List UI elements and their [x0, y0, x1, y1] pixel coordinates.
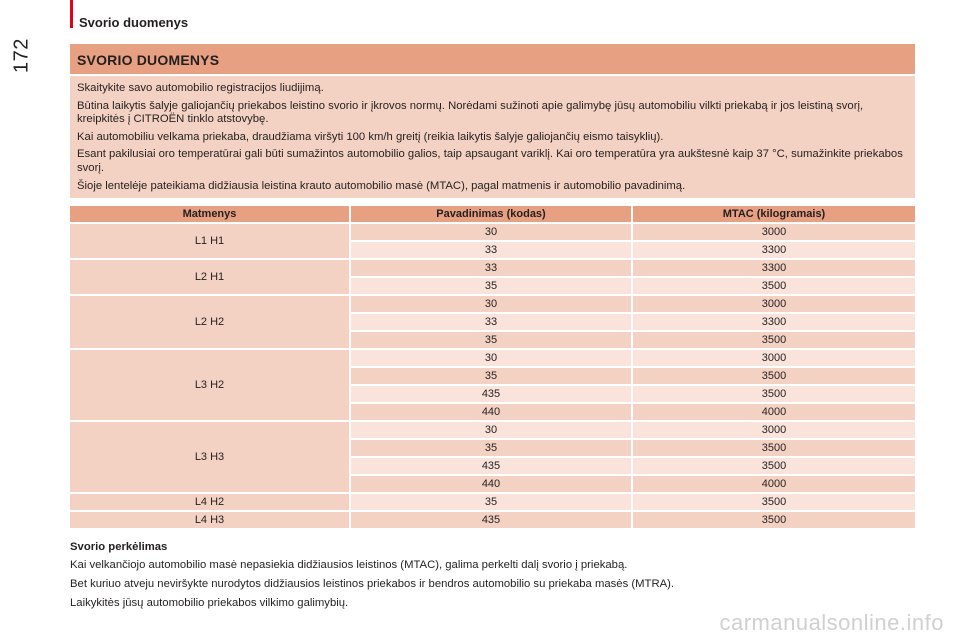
cell-mtac: 3500	[633, 332, 915, 348]
transfer-title: Svorio perkėlimas	[70, 541, 168, 553]
table-row: L2 H1 33 3300	[70, 260, 915, 294]
table-row: 33 3300	[70, 242, 915, 258]
cell-code: 33	[351, 314, 633, 330]
cell-mtac: 3000	[633, 296, 915, 312]
table-row: 35 3500	[70, 368, 915, 384]
cell-code: 35	[351, 368, 633, 384]
cell-code: 33	[351, 260, 633, 276]
cell-mtac: 3500	[633, 512, 915, 528]
header-code: Pavadinimas (kodas)	[351, 206, 633, 222]
intro-paragraph: Šioje lentelėje pateikiama didžiausia le…	[77, 179, 686, 192]
table-row: 435 3500	[70, 458, 915, 474]
cell-dimensions: L2 H1	[70, 260, 351, 294]
cell-code: 440	[351, 476, 633, 492]
cell-code: 435	[351, 458, 633, 474]
table-row: L3 H3 30 3000	[70, 422, 915, 492]
cell-code: 35	[351, 278, 633, 294]
table-row: 35 3500	[70, 440, 915, 456]
table-row: L4 H3 435 3500	[70, 512, 915, 528]
cell-dimensions: L4 H2	[70, 494, 351, 510]
cell-code: 435	[351, 512, 633, 528]
cell-dimensions: L2 H2	[70, 296, 351, 348]
intro-box: Skaitykite savo automobilio registracijo…	[70, 76, 915, 198]
cell-mtac: 3500	[633, 494, 915, 510]
cell-code: 30	[351, 350, 633, 366]
cell-dimensions: L4 H3	[70, 512, 351, 528]
header-mtac: MTAC (kilogramais)	[633, 206, 915, 222]
cell-dimensions: L3 H2	[70, 350, 351, 420]
transfer-paragraph: Kai velkančiojo automobilio masė nepasie…	[70, 559, 628, 571]
table-row: 33 3300	[70, 314, 915, 330]
chapter-marker	[70, 0, 73, 28]
table-row: 35 3500	[70, 332, 915, 348]
cell-mtac: 3500	[633, 440, 915, 456]
cell-code: 35	[351, 440, 633, 456]
cell-code: 30	[351, 224, 633, 240]
cell-code: 440	[351, 404, 633, 420]
cell-mtac: 3000	[633, 350, 915, 366]
cell-mtac: 3500	[633, 368, 915, 384]
cell-code: 33	[351, 242, 633, 258]
cell-code: 30	[351, 296, 633, 312]
cell-code: 435	[351, 386, 633, 402]
table-row: L2 H2 30 3000	[70, 296, 915, 348]
cell-mtac: 3300	[633, 260, 915, 276]
cell-mtac: 3300	[633, 314, 915, 330]
watermark: carmanualsonline.info	[719, 610, 944, 635]
table-row: 35 3500	[70, 278, 915, 294]
table-row: L4 H2 35 3500	[70, 494, 915, 510]
intro-paragraph: Skaitykite savo automobilio registracijo…	[77, 82, 324, 94]
cell-dimensions: L1 H1	[70, 224, 351, 258]
table-row: 440 4000	[70, 404, 915, 420]
cell-mtac: 3000	[633, 422, 915, 438]
cell-mtac: 3300	[633, 242, 915, 258]
cell-mtac: 4000	[633, 476, 915, 492]
weight-table: Matmenys Pavadinimas (kodas) MTAC (kilog…	[70, 204, 915, 530]
intro-paragraph: Kai automobiliu velkama priekaba, draudž…	[77, 130, 664, 143]
section-title: SVORIO DUOMENYS	[70, 44, 915, 74]
cell-mtac: 3500	[633, 458, 915, 474]
table-row: L3 H2 30 3000	[70, 350, 915, 420]
table-header-row: Matmenys Pavadinimas (kodas) MTAC (kilog…	[70, 206, 915, 222]
page-number: 172	[10, 38, 33, 73]
table-row: 440 4000	[70, 476, 915, 492]
intro-paragraph: Būtina laikytis šalyje galiojančių priek…	[77, 99, 864, 126]
cell-mtac: 4000	[633, 404, 915, 420]
cell-mtac: 3500	[633, 278, 915, 294]
table-body: L1 H1 30 3000 33 3300 L2 H1 33 3300 35 3500 L2 H2 3…	[70, 224, 915, 528]
cell-code: 35	[351, 494, 633, 510]
header-dimensions: Matmenys	[70, 206, 351, 222]
chapter-title: Svorio duomenys	[79, 15, 189, 30]
cell-dimensions: L3 H3	[70, 422, 351, 492]
cell-mtac: 3000	[633, 224, 915, 240]
cell-mtac: 3500	[633, 386, 915, 402]
transfer-paragraph: Bet kuriuo atveju neviršykte nurodytos d…	[70, 578, 675, 590]
cell-code: 30	[351, 422, 633, 438]
transfer-paragraph: Laikykitės jūsų automobilio priekabos vi…	[70, 597, 349, 609]
table-row: 435 3500	[70, 386, 915, 402]
intro-paragraph: Esant pakilusiai oro temperatūrai gali b…	[77, 148, 903, 174]
cell-code: 35	[351, 332, 633, 348]
weight-transfer-section: Svorio perkėlimas Kai velkančiojo automo…	[70, 541, 915, 616]
table-row: L1 H1 30 3000	[70, 224, 915, 258]
